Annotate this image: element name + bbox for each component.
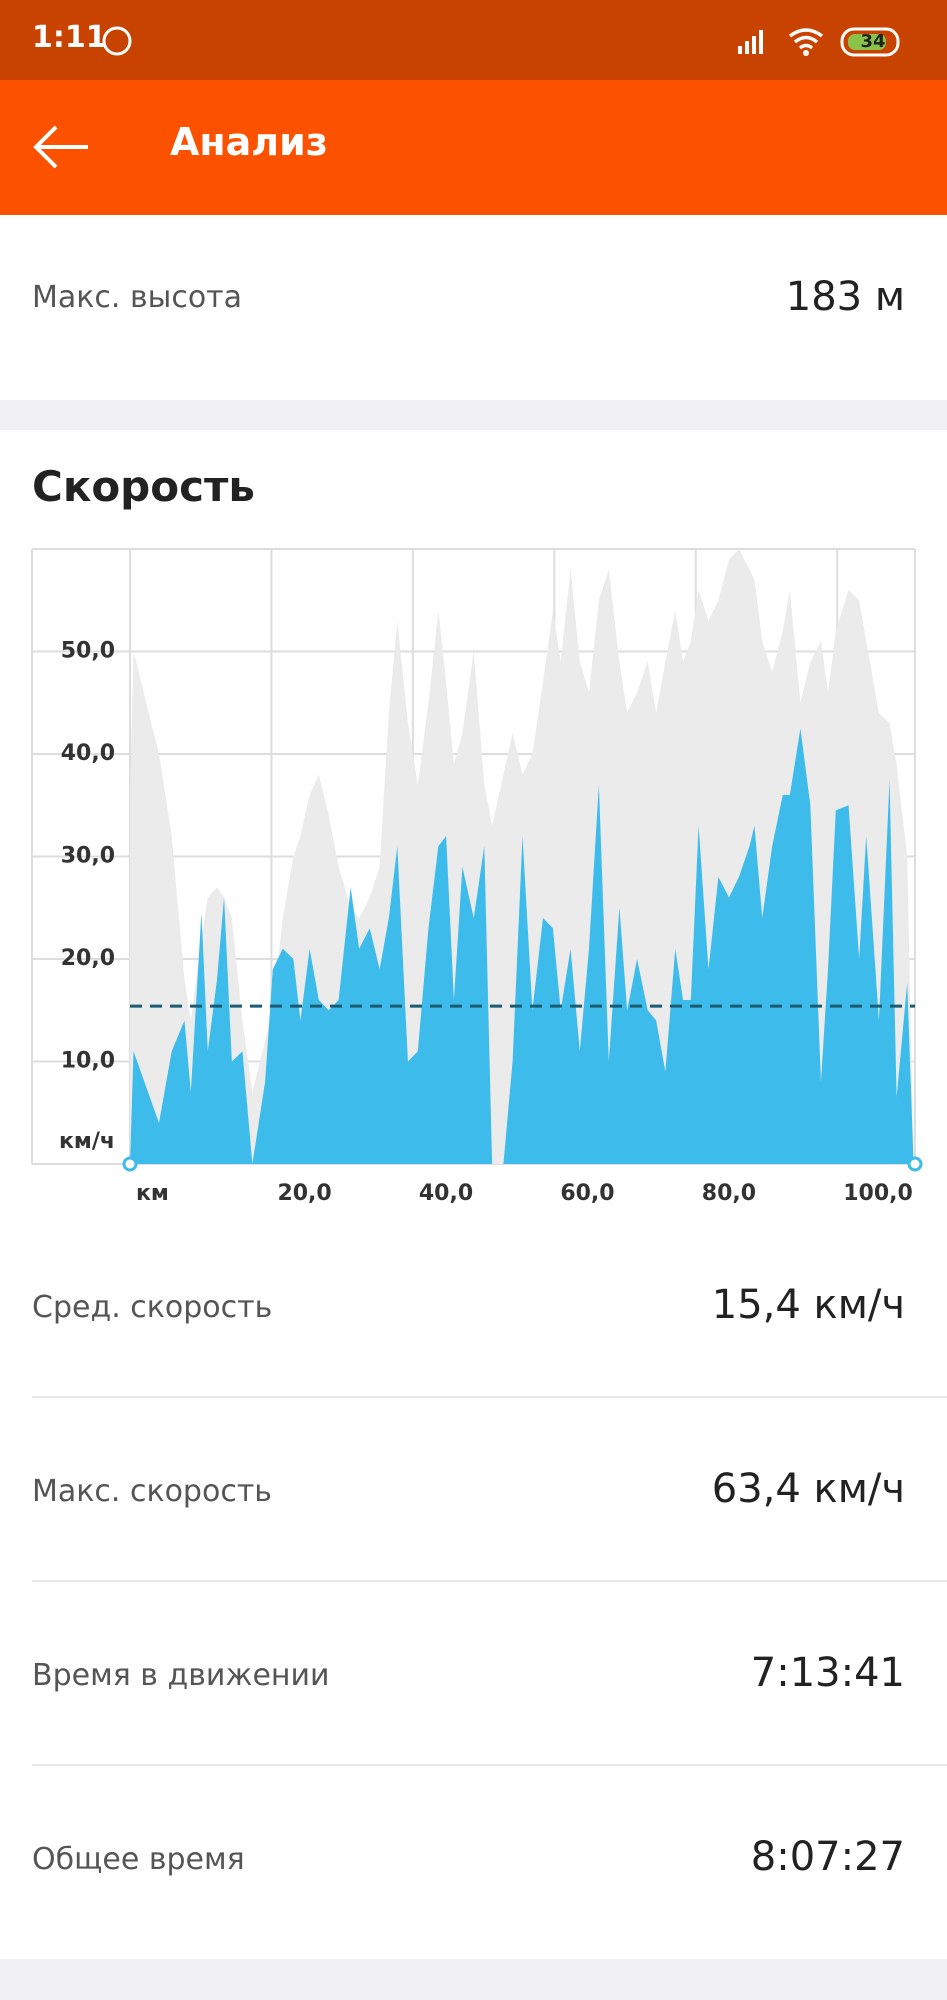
- range-handle: [907, 1156, 923, 1172]
- x-tick-label: 40,0: [419, 1181, 473, 1206]
- y-tick-label: 40,0: [61, 741, 115, 766]
- x-tick-label: км: [136, 1181, 169, 1206]
- y-tick-label: 10,0: [61, 1049, 115, 1074]
- status-bar: 1:11 34: [0, 0, 947, 80]
- stat-label: Макс. высота: [32, 280, 243, 315]
- stat-value: 63,4 км/ч: [711, 1466, 905, 1512]
- stat-label: Общее время: [32, 1842, 245, 1877]
- stat-value: 8:07:27: [750, 1834, 905, 1880]
- whatsapp-icon: [102, 26, 132, 56]
- status-icons: [738, 27, 900, 57]
- divider: [32, 1580, 947, 1582]
- stat-label: Сред. скорость: [32, 1290, 273, 1325]
- stat-value: 15,4 км/ч: [711, 1282, 905, 1328]
- battery-level: 34: [860, 31, 886, 52]
- stat-value: 7:13:41: [750, 1650, 905, 1696]
- range-handle: [122, 1156, 138, 1172]
- y-tick-label: 30,0: [61, 844, 115, 869]
- stat-label: Время в движении: [32, 1658, 330, 1693]
- section-separator: [0, 400, 947, 430]
- section-title: Скорость: [32, 462, 255, 511]
- x-tick-label: 100,0: [843, 1181, 913, 1206]
- app-header: Анализ: [0, 80, 947, 215]
- y-tick-label: км/ч: [59, 1129, 115, 1154]
- bottom-band: [0, 1959, 947, 2000]
- header-title: Анализ: [170, 120, 328, 164]
- stat-value: 183 м: [785, 274, 905, 320]
- y-tick-label: 50,0: [61, 639, 115, 664]
- back-button[interactable]: [32, 125, 92, 169]
- y-tick-label: 20,0: [61, 946, 115, 971]
- plot-layer: [130, 549, 914, 1164]
- status-time: 1:11: [32, 20, 107, 55]
- x-tick-label: 80,0: [702, 1181, 756, 1206]
- speed-area: [130, 728, 914, 1164]
- divider: [32, 1764, 947, 1766]
- stat-label: Макс. скорость: [32, 1474, 272, 1509]
- divider: [32, 1396, 947, 1398]
- x-tick-label: 20,0: [277, 1181, 331, 1206]
- x-tick-label: 60,0: [560, 1181, 614, 1206]
- speed-chart: км 20,0 40,0 60,0 80,0 100,0 км/ч 10,0 20,0 30,0 4…: [31, 548, 923, 1206]
